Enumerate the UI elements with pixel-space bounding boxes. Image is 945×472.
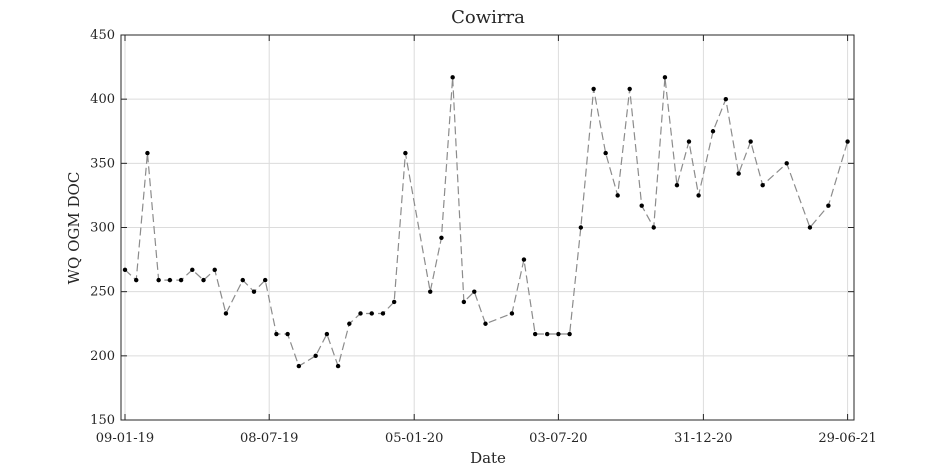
- grid: [121, 35, 854, 420]
- data-point: [651, 225, 656, 230]
- data-point: [178, 277, 184, 283]
- data-point: [615, 193, 620, 198]
- data-point: [212, 267, 217, 273]
- data-point: [335, 363, 341, 369]
- x-tick-label: 08-07-19: [240, 431, 298, 446]
- y-tick-label: 400: [90, 92, 115, 107]
- y-tick-label: 200: [90, 349, 115, 364]
- data-point: [122, 267, 128, 273]
- data-point: [521, 257, 527, 262]
- data-point: [391, 299, 397, 305]
- data-point: [450, 75, 455, 80]
- x-tick-label: 31-12-20: [674, 431, 732, 446]
- data-point: [807, 225, 813, 230]
- data-point: [532, 331, 538, 337]
- data-point: [748, 139, 753, 144]
- data-point: [285, 331, 290, 337]
- data-point: [369, 311, 374, 316]
- data-point: [313, 353, 318, 359]
- x-tick-label: 09-01-19: [96, 431, 154, 446]
- data-point: [710, 129, 716, 134]
- data-point: [662, 75, 668, 80]
- x-axis-label: Date: [470, 449, 506, 467]
- data-point: [428, 289, 433, 294]
- y-tick-label: 300: [90, 221, 115, 236]
- data-point: [578, 225, 584, 230]
- x-tick-label: 03-07-20: [529, 431, 587, 446]
- data-point: [461, 299, 467, 305]
- data-point: [736, 171, 741, 176]
- data-point: [274, 331, 279, 337]
- data-point: [591, 86, 596, 92]
- data-point: [544, 331, 550, 337]
- data-point: [845, 139, 850, 144]
- data-point: [347, 321, 352, 326]
- data-point: [483, 321, 488, 326]
- data-point: [627, 86, 632, 92]
- chart-title: Cowirra: [451, 7, 525, 28]
- data-point: [201, 277, 206, 283]
- y-tick-label: 150: [90, 413, 115, 428]
- data-point: [760, 182, 765, 188]
- data-point: [358, 311, 363, 316]
- data-point: [567, 331, 572, 337]
- data-point: [686, 139, 692, 144]
- x-tick-label: 29-06-21: [818, 431, 876, 446]
- axis-ticks: [121, 34, 854, 421]
- data-point: [380, 311, 386, 316]
- data-point: [723, 96, 729, 102]
- data-point: [296, 363, 302, 369]
- data-point: [509, 311, 515, 316]
- y-tick-label: 450: [90, 28, 115, 43]
- data-point: [403, 150, 408, 156]
- series: [122, 75, 850, 369]
- data-point: [156, 277, 161, 283]
- data-point: [134, 277, 139, 283]
- data-point: [251, 289, 257, 294]
- data-point: [826, 203, 831, 208]
- data-point: [639, 203, 644, 208]
- data-point: [190, 267, 195, 273]
- data-point: [472, 289, 477, 294]
- data-point: [324, 331, 330, 337]
- data-point: [556, 331, 561, 337]
- data-point: [145, 150, 150, 156]
- axis-tick-labels: 150 200 250 300 350 400 450 09-01-19 08-07-19 05-…: [90, 28, 877, 446]
- data-point: [262, 277, 268, 283]
- y-tick-label: 250: [90, 285, 115, 300]
- data-point: [674, 182, 680, 188]
- y-tick-label: 350: [90, 156, 115, 171]
- data-point: [167, 277, 173, 283]
- data-point: [439, 235, 444, 240]
- data-point: [240, 277, 245, 283]
- data-point: [223, 311, 229, 316]
- data-point: [603, 150, 608, 156]
- data-point: [784, 161, 789, 166]
- y-axis-label: WQ OGM DOC: [65, 172, 83, 285]
- x-tick-label: 05-01-20: [385, 431, 443, 446]
- data-point: [696, 193, 701, 198]
